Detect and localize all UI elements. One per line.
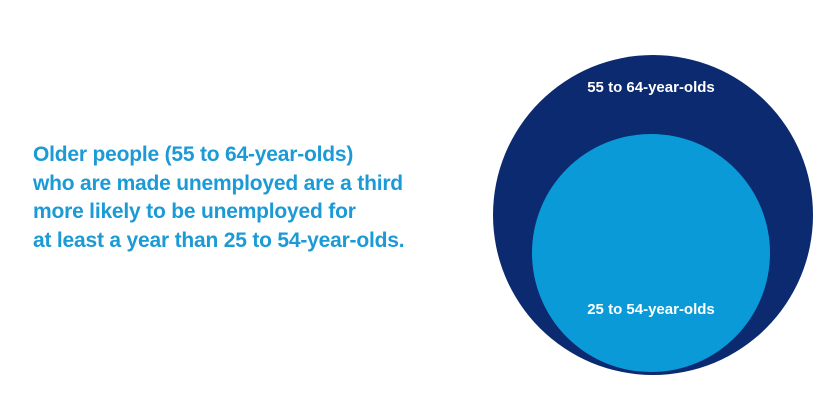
statement-line: who are made unemployed are a third [33, 171, 403, 195]
inner-circle [532, 134, 770, 372]
inner-label: 25 to 54-year-olds [587, 301, 715, 318]
statement: Older people (55 to 64-year-olds) who ar… [33, 141, 405, 255]
statement-line: at least a year than 25 to 54-year-olds. [33, 228, 405, 252]
statement-line: Older people (55 to 64-year-olds) [33, 143, 354, 166]
statement-line: more likely to be unemployed for [33, 200, 356, 223]
outer-label: 55 to 64-year-olds [587, 79, 715, 96]
